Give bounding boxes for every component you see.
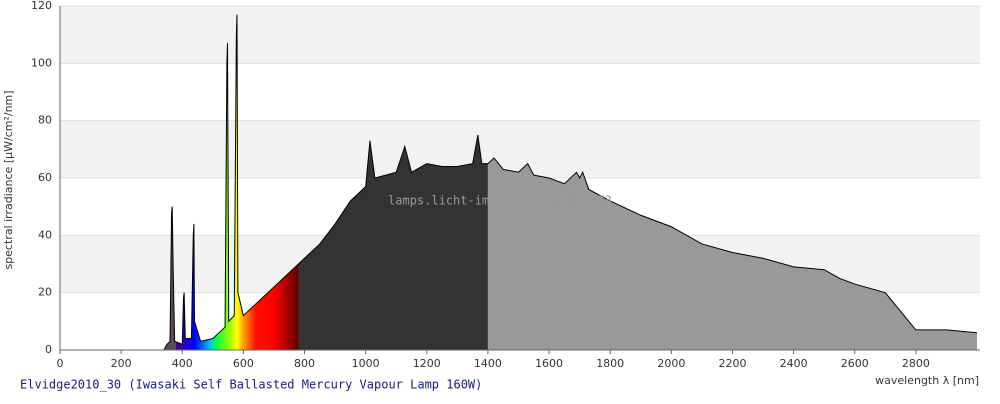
spectrum-line [163, 14, 978, 351]
watermark: lamps.licht-im-terrarium.de/773 [388, 194, 612, 208]
x-tick-label: 1200 [413, 357, 441, 370]
spectrum-area [163, 14, 978, 350]
y-tick-label: 120 [31, 0, 52, 12]
chart-title: Elvidge2010_30 (Iwasaki Self Ballasted M… [20, 378, 482, 392]
y-tick-label: 100 [31, 56, 52, 69]
y-tick-label: 0 [45, 343, 52, 356]
x-axis-label: wavelength λ [nm] [875, 374, 979, 387]
y-axis-label: spectral irradiance [µW/cm²/nm] [2, 90, 15, 269]
x-tick-label: 0 [57, 357, 64, 370]
x-tick-label: 800 [294, 357, 315, 370]
x-tick-label: 1000 [352, 357, 380, 370]
x-tick-label: 1400 [474, 357, 502, 370]
x-tick-label: 600 [233, 357, 254, 370]
x-tick-label: 2200 [718, 357, 746, 370]
x-tick-label: 200 [111, 357, 132, 370]
x-tick-label: 2400 [780, 357, 808, 370]
y-tick-label: 20 [38, 286, 52, 299]
y-tick-label: 40 [38, 228, 52, 241]
grid-band [60, 120, 980, 178]
y-tick-label: 80 [38, 114, 52, 127]
x-tick-label: 2600 [841, 357, 869, 370]
x-tick-label: 1600 [535, 357, 563, 370]
grid-band [60, 63, 980, 121]
x-tick-label: 2000 [657, 357, 685, 370]
x-tick-label: 2800 [902, 357, 930, 370]
grid-band [60, 6, 980, 64]
x-tick-label: 1800 [596, 357, 624, 370]
x-tick-label: 400 [172, 357, 193, 370]
y-tick-label: 60 [38, 171, 52, 184]
